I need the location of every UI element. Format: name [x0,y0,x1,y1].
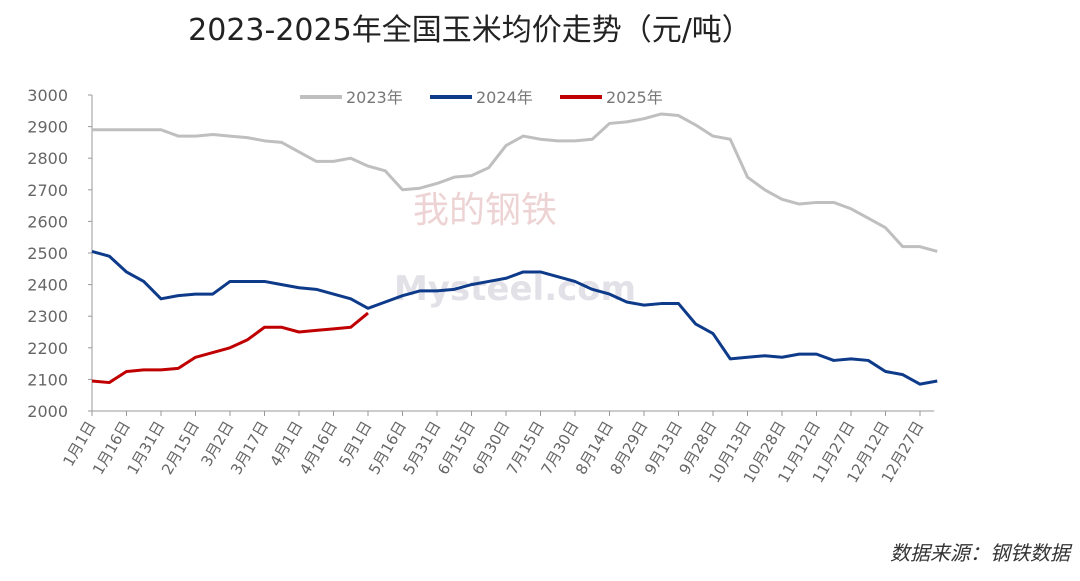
source-note: 数据来源：钢铁数据 [890,541,1073,565]
series-line [91,311,369,385]
series-line [92,112,938,253]
y-tick-label: 2900 [27,118,68,137]
legend-label: 2025年 [606,88,663,107]
y-tick-label: 2300 [27,307,68,326]
y-tick-label: 2700 [27,181,68,200]
legend-label: 2024年 [476,88,533,107]
legend-label: 2023年 [346,88,403,107]
y-tick-label: 2100 [27,370,68,389]
series-line [91,249,938,386]
y-tick-label: 2000 [27,402,68,421]
y-tick-label: 2500 [27,244,68,263]
y-tick-label: 3000 [27,86,68,105]
y-tick-label: 2400 [27,276,68,295]
y-tick-label: 2200 [27,339,68,358]
y-tick-label: 2800 [27,149,68,168]
watermark: 我的钢铁 [413,190,557,231]
y-tick-label: 2600 [27,212,68,231]
chart-title: 2023-2025年全国玉米均价走势（元/吨） [188,13,752,48]
